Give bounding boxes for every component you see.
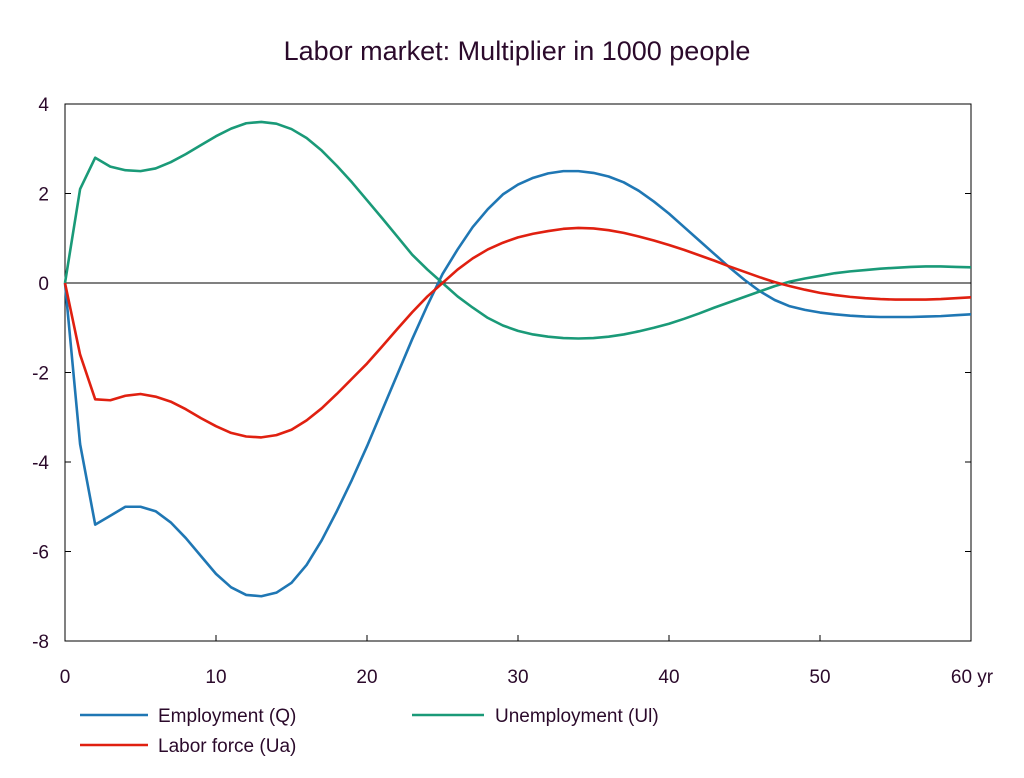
- x-tick-label: 60 yr: [951, 667, 994, 688]
- axis-ticks: [64, 103, 972, 642]
- x-tick-label: 0: [60, 667, 71, 688]
- series-line-labor-force-ua: [63, 226, 972, 439]
- y-tick-label: -6: [32, 543, 49, 564]
- y-tick-label: -2: [32, 364, 49, 385]
- y-tick-label: 0: [38, 274, 49, 295]
- legend-label-employment-q: Employment (Q): [158, 706, 296, 727]
- x-tick-label: 30: [507, 667, 528, 688]
- y-tick-label: -4: [32, 453, 49, 474]
- y-tick-label: -8: [32, 632, 49, 653]
- series-line-unemployment-ul: [63, 120, 972, 340]
- series-line-employment-q: [63, 169, 972, 598]
- x-tick-label: 40: [658, 667, 679, 688]
- chart-title: Labor market: Multiplier in 1000 people: [284, 36, 751, 66]
- y-tick-label: 2: [38, 185, 49, 206]
- legend-label-labor-force-ua: Labor force (Ua): [158, 736, 296, 757]
- series-lines: [63, 120, 972, 598]
- x-tick-label: 20: [356, 667, 377, 688]
- legend-label-unemployment-ul: Unemployment (Ul): [495, 706, 659, 727]
- legend: Employment (Q) Unemployment (Ul) Labor for…: [80, 706, 659, 757]
- x-tick-label: 50: [809, 667, 830, 688]
- y-tick-label: 4: [38, 95, 49, 116]
- x-tick-label: 10: [205, 667, 226, 688]
